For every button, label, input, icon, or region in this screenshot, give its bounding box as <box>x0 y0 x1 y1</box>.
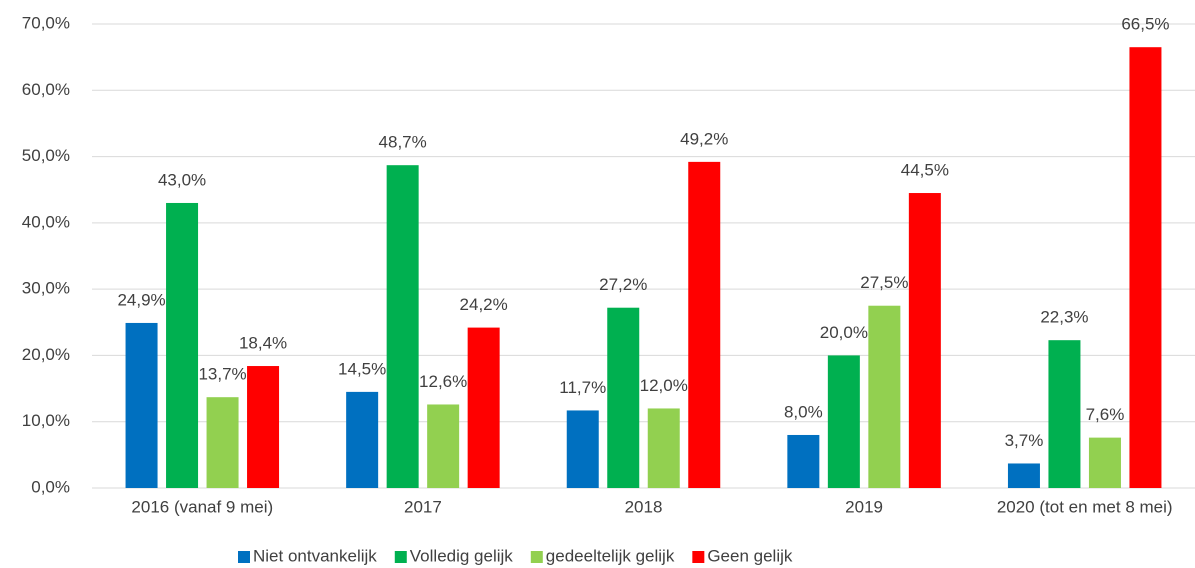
bar <box>566 410 599 488</box>
value-label: 18,4% <box>239 334 287 353</box>
value-label: 27,5% <box>860 273 908 292</box>
bar <box>1088 437 1121 488</box>
x-tick-label: 2017 <box>404 497 442 516</box>
value-label: 22,3% <box>1040 308 1088 327</box>
bar <box>386 165 419 488</box>
value-label: 14,5% <box>338 359 386 378</box>
value-label: 12,0% <box>640 376 688 395</box>
bar <box>1048 340 1081 488</box>
x-tick-label: 2020 (tot en met 8 mei) <box>997 497 1173 516</box>
bar <box>427 404 460 488</box>
bar <box>206 397 239 488</box>
bar <box>125 322 158 488</box>
bar <box>1007 463 1040 488</box>
legend-label: Volledig gelijk <box>410 546 514 565</box>
value-label: 13,7% <box>198 365 246 384</box>
bar <box>607 307 640 488</box>
value-label: 49,2% <box>680 129 728 148</box>
y-tick-label: 50,0% <box>22 146 70 165</box>
y-tick-label: 30,0% <box>22 279 70 298</box>
x-tick-label: 2019 <box>845 497 883 516</box>
value-label: 8,0% <box>784 402 823 421</box>
bar <box>1129 47 1162 488</box>
y-tick-label: 20,0% <box>22 345 70 364</box>
value-label: 66,5% <box>1121 15 1169 34</box>
bar <box>787 434 820 488</box>
legend-swatch <box>238 551 250 563</box>
bar <box>166 202 199 488</box>
legend-swatch <box>394 551 407 563</box>
value-label: 7,6% <box>1086 405 1125 424</box>
bar <box>467 327 500 488</box>
legend-label: Geen gelijk <box>707 546 793 565</box>
value-label: 11,7% <box>559 378 606 397</box>
y-tick-label: 70,0% <box>22 13 70 32</box>
value-label: 12,6% <box>419 372 467 391</box>
legend-label: gedeeltelijk gelijk <box>546 546 675 565</box>
value-label: 24,2% <box>460 295 508 314</box>
bar <box>868 305 901 488</box>
bar <box>908 193 941 488</box>
value-label: 44,5% <box>901 161 949 180</box>
bar <box>247 366 280 488</box>
bar <box>346 391 379 488</box>
y-tick-label: 60,0% <box>22 80 70 99</box>
value-label: 3,7% <box>1005 431 1044 450</box>
y-tick-label: 10,0% <box>22 411 70 430</box>
legend-label: Niet ontvankelijk <box>253 546 377 565</box>
bar <box>688 161 721 489</box>
value-label: 20,0% <box>820 323 868 342</box>
x-tick-label: 2018 <box>625 497 663 516</box>
value-label: 48,7% <box>379 133 427 152</box>
legend-swatch <box>692 551 705 563</box>
value-label: 24,9% <box>117 290 165 309</box>
y-tick-label: 0,0% <box>31 477 70 496</box>
bar <box>827 355 860 488</box>
value-label: 43,0% <box>158 170 206 189</box>
value-label: 27,2% <box>599 275 647 294</box>
x-tick-label: 2016 (vanaf 9 mei) <box>131 497 273 516</box>
legend-swatch <box>530 551 543 563</box>
bar <box>647 408 680 488</box>
y-tick-label: 40,0% <box>22 212 70 231</box>
